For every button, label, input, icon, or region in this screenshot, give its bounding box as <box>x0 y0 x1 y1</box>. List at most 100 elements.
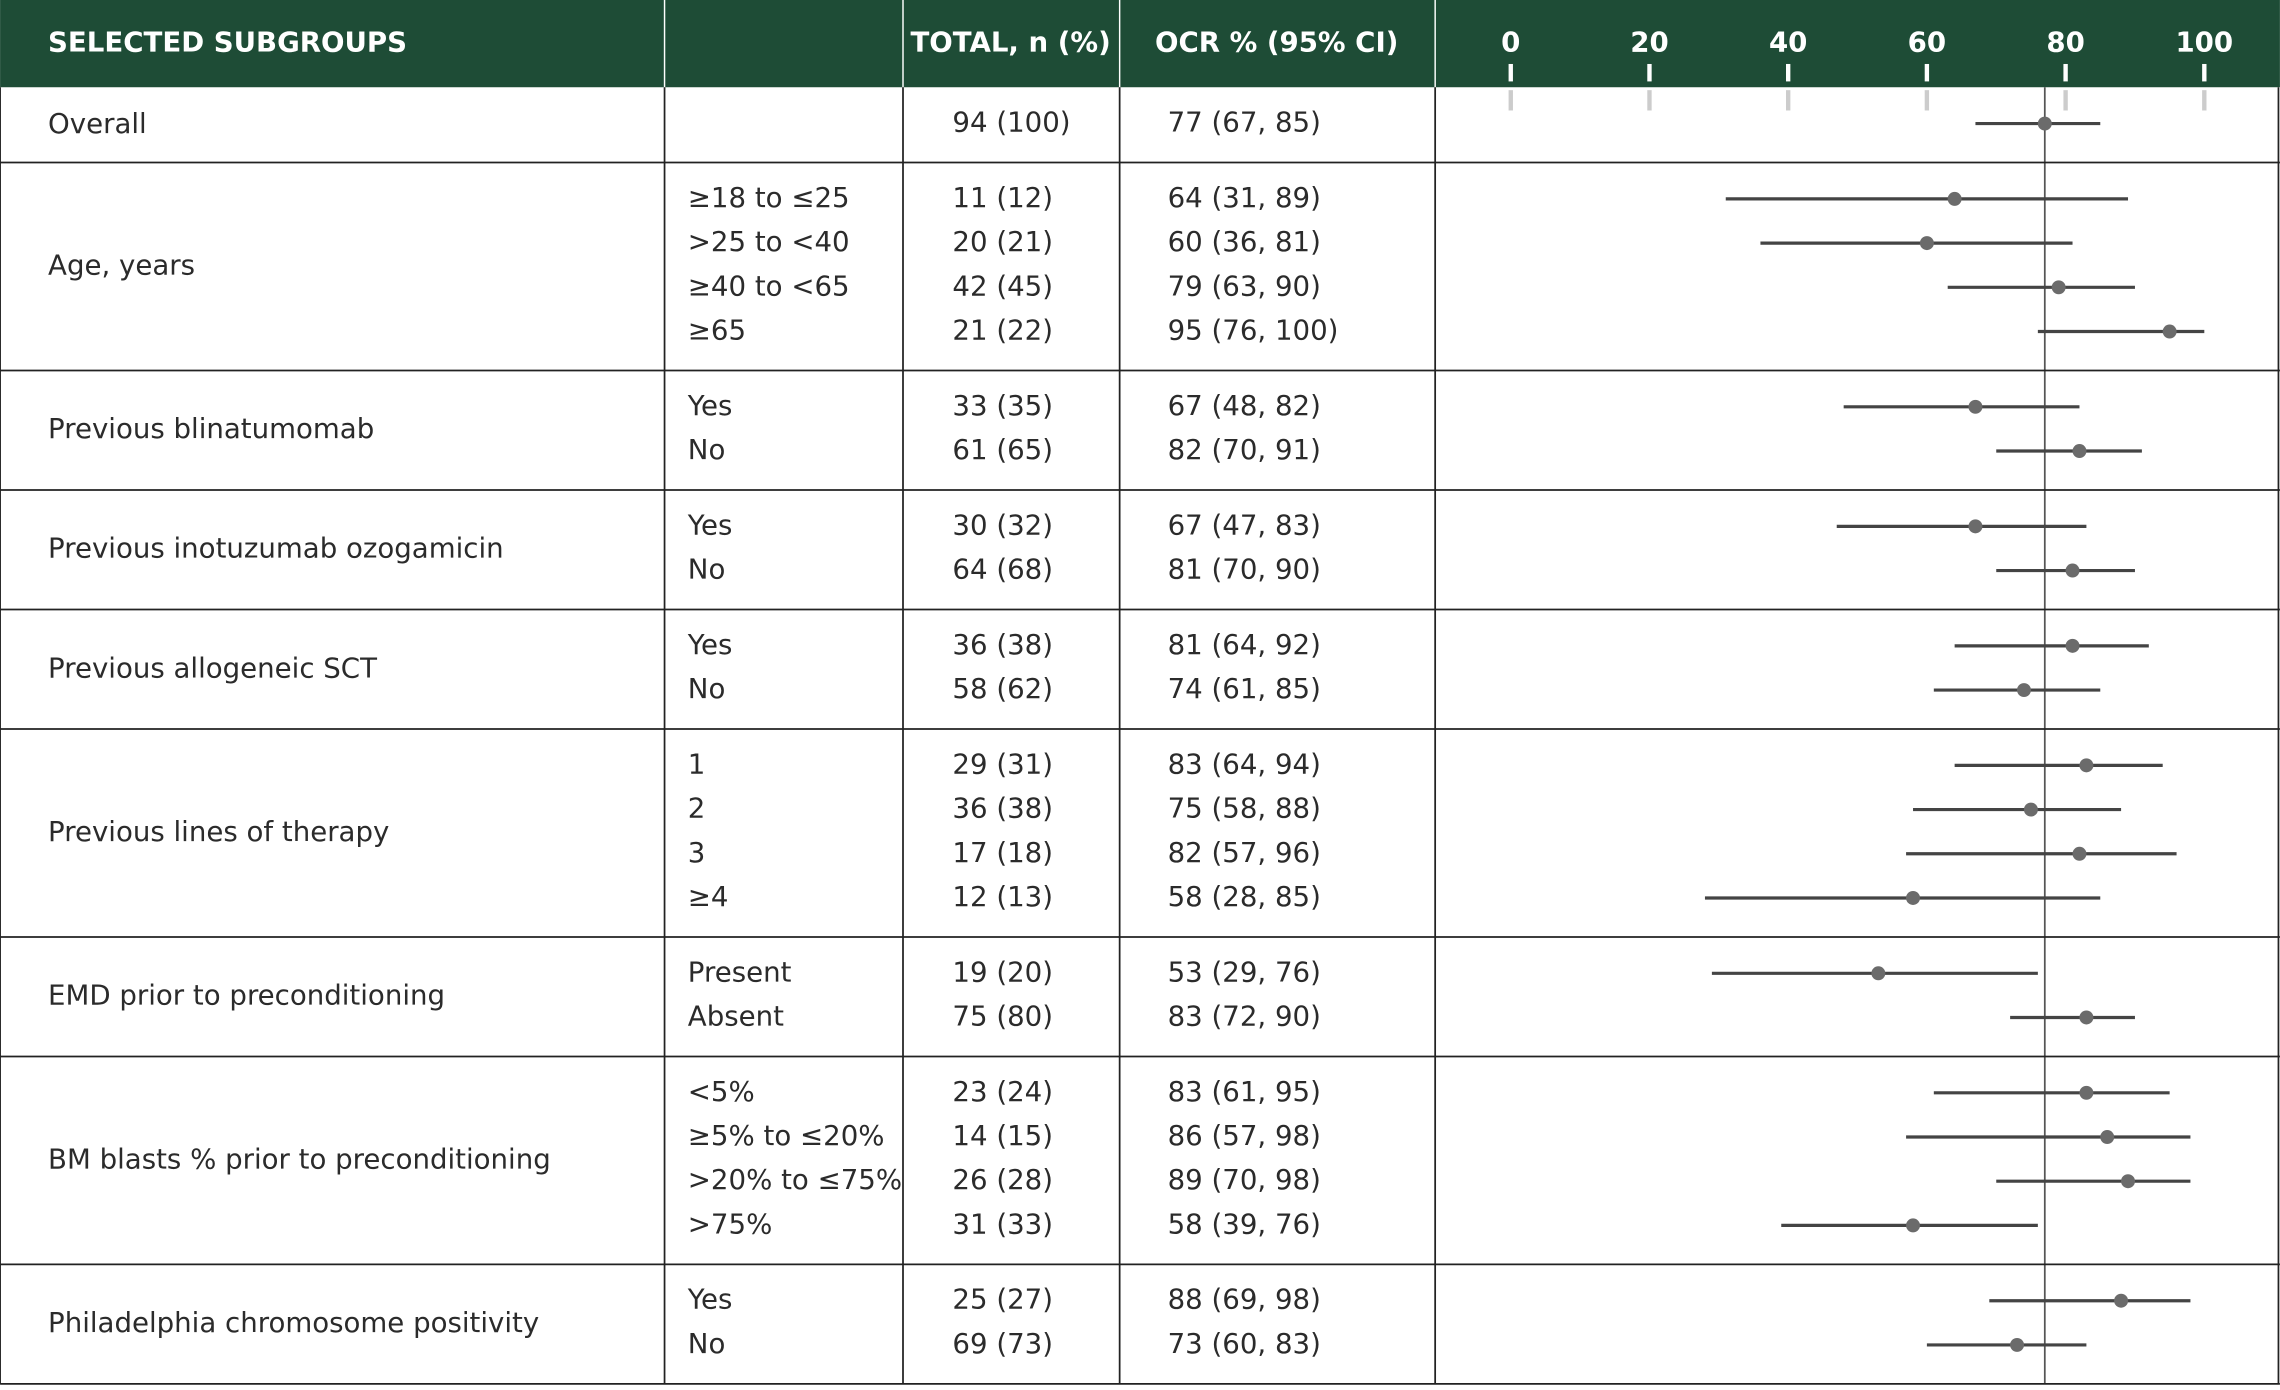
point-estimate <box>1968 399 1983 414</box>
subgroup-label: 3 <box>688 836 706 869</box>
point-estimate <box>1968 519 1983 534</box>
point-estimate <box>2072 846 2087 861</box>
group-label: Previous allogeneic SCT <box>48 651 377 684</box>
ocr-cell: 81 (64, 92) <box>1168 628 1321 661</box>
subgroup-label: >75% <box>688 1207 773 1240</box>
total-cell: 94 (100) <box>952 106 1070 139</box>
point-estimate <box>2079 758 2094 773</box>
group-label: Philadelphia chromosome positivity <box>48 1306 539 1339</box>
group-label: Previous lines of therapy <box>48 815 389 848</box>
point-estimate <box>2010 1337 2025 1352</box>
point-estimate <box>1947 191 1962 206</box>
total-cell: 21 (22) <box>952 314 1053 347</box>
group-label: EMD prior to preconditioning <box>48 979 445 1012</box>
group-label: BM blasts % prior to preconditioning <box>48 1142 551 1175</box>
ocr-cell: 67 (47, 83) <box>1168 508 1321 541</box>
x-tick-label: 0 <box>1501 26 1520 59</box>
subgroup-label: No <box>688 433 726 466</box>
subgroup-label: 1 <box>688 747 706 780</box>
total-cell: 14 (15) <box>952 1119 1053 1152</box>
ocr-cell: 81 (70, 90) <box>1168 553 1321 586</box>
ocr-cell: 58 (28, 85) <box>1168 880 1321 913</box>
header: OCR % (95% CI) <box>1155 26 1398 59</box>
ocr-cell: 53 (29, 76) <box>1168 955 1321 988</box>
ocr-cell: 86 (57, 98) <box>1168 1119 1321 1152</box>
point-estimate <box>2114 1293 2129 1308</box>
subgroup-label: No <box>688 672 726 705</box>
point-estimate <box>1919 236 1934 251</box>
subgroup-label: >20% to ≤75% <box>688 1163 902 1196</box>
total-cell: 31 (33) <box>952 1207 1053 1240</box>
ocr-cell: 88 (69, 98) <box>1168 1283 1321 1316</box>
point-estimate <box>1906 1218 1920 1233</box>
total-cell: 20 (21) <box>952 225 1053 258</box>
total-cell: 25 (27) <box>952 1283 1053 1316</box>
total-cell: 58 (62) <box>952 672 1053 705</box>
total-cell: 17 (18) <box>952 836 1053 869</box>
ocr-cell: 67 (48, 82) <box>1168 389 1321 422</box>
subgroup-label: 2 <box>688 792 706 825</box>
point-estimate <box>1906 890 1920 905</box>
group-label: Overall <box>48 107 147 140</box>
subgroup-label: Yes <box>687 628 733 661</box>
total-cell: 64 (68) <box>952 553 1053 586</box>
subgroup-label: ≥40 to <65 <box>688 269 850 302</box>
x-tick-label: 20 <box>1630 26 1668 59</box>
group-label: Age, years <box>48 249 195 282</box>
x-tick-label: 80 <box>2046 26 2084 59</box>
point-estimate <box>2121 1174 2135 1189</box>
subgroup-label: Yes <box>687 508 733 541</box>
total-cell: 11 (12) <box>952 181 1053 214</box>
total-cell: 29 (31) <box>952 747 1053 780</box>
total-cell: 75 (80) <box>952 999 1053 1032</box>
ocr-cell: 73 (60, 83) <box>1168 1327 1321 1360</box>
ocr-cell: 83 (64, 94) <box>1168 747 1321 780</box>
ocr-cell: 83 (61, 95) <box>1168 1075 1321 1108</box>
subgroup-label: ≥5% to ≤20% <box>688 1119 885 1152</box>
subgroup-label: Present <box>688 955 792 988</box>
point-estimate <box>2079 1085 2094 1100</box>
ocr-cell: 75 (58, 88) <box>1168 792 1321 825</box>
point-estimate <box>2079 1010 2094 1025</box>
subgroup-label: No <box>688 1327 726 1360</box>
subgroup-label: Absent <box>688 999 784 1032</box>
ocr-cell: 83 (72, 90) <box>1168 999 1321 1032</box>
total-cell: 61 (65) <box>952 433 1053 466</box>
point-estimate <box>2072 444 2087 459</box>
point-estimate <box>2100 1130 2115 1144</box>
point-estimate <box>1871 966 1886 981</box>
ocr-cell: 95 (76, 100) <box>1168 314 1339 347</box>
x-tick-label: 60 <box>1908 26 1946 59</box>
ocr-cell: 77 (67, 85) <box>1168 106 1321 139</box>
total-cell: 69 (73) <box>952 1327 1053 1360</box>
total-cell: 19 (20) <box>952 955 1053 988</box>
subgroup-label: No <box>688 553 726 586</box>
subgroup-label: ≥18 to ≤25 <box>688 181 850 214</box>
subgroup-label: >25 to <40 <box>688 225 850 258</box>
total-cell: 36 (38) <box>952 628 1053 661</box>
point-estimate <box>2023 802 2038 817</box>
total-cell: 23 (24) <box>952 1075 1053 1108</box>
total-cell: 12 (13) <box>952 880 1053 913</box>
header: SELECTED SUBGROUPS <box>48 26 407 59</box>
subgroup-label: ≥65 <box>688 314 746 347</box>
ocr-cell: 89 (70, 98) <box>1168 1163 1321 1196</box>
ocr-cell: 79 (63, 90) <box>1168 269 1321 302</box>
point-estimate <box>2037 116 2052 131</box>
ocr-cell: 64 (31, 89) <box>1168 181 1321 214</box>
x-tick-label: 40 <box>1769 26 1807 59</box>
ocr-cell: 60 (36, 81) <box>1168 225 1321 258</box>
point-estimate <box>2065 563 2080 578</box>
point-estimate <box>2017 683 2031 698</box>
total-cell: 36 (38) <box>952 792 1053 825</box>
header: TOTAL, n (%) <box>910 26 1110 59</box>
subgroup-label: Yes <box>687 389 733 422</box>
point-estimate <box>2065 638 2080 653</box>
header-bar <box>0 0 2280 88</box>
total-cell: 30 (32) <box>952 508 1053 541</box>
group-label: Previous blinatumomab <box>48 412 374 445</box>
total-cell: 33 (35) <box>952 389 1053 422</box>
ocr-cell: 82 (57, 96) <box>1168 836 1321 869</box>
subgroup-label: Yes <box>687 1283 733 1316</box>
